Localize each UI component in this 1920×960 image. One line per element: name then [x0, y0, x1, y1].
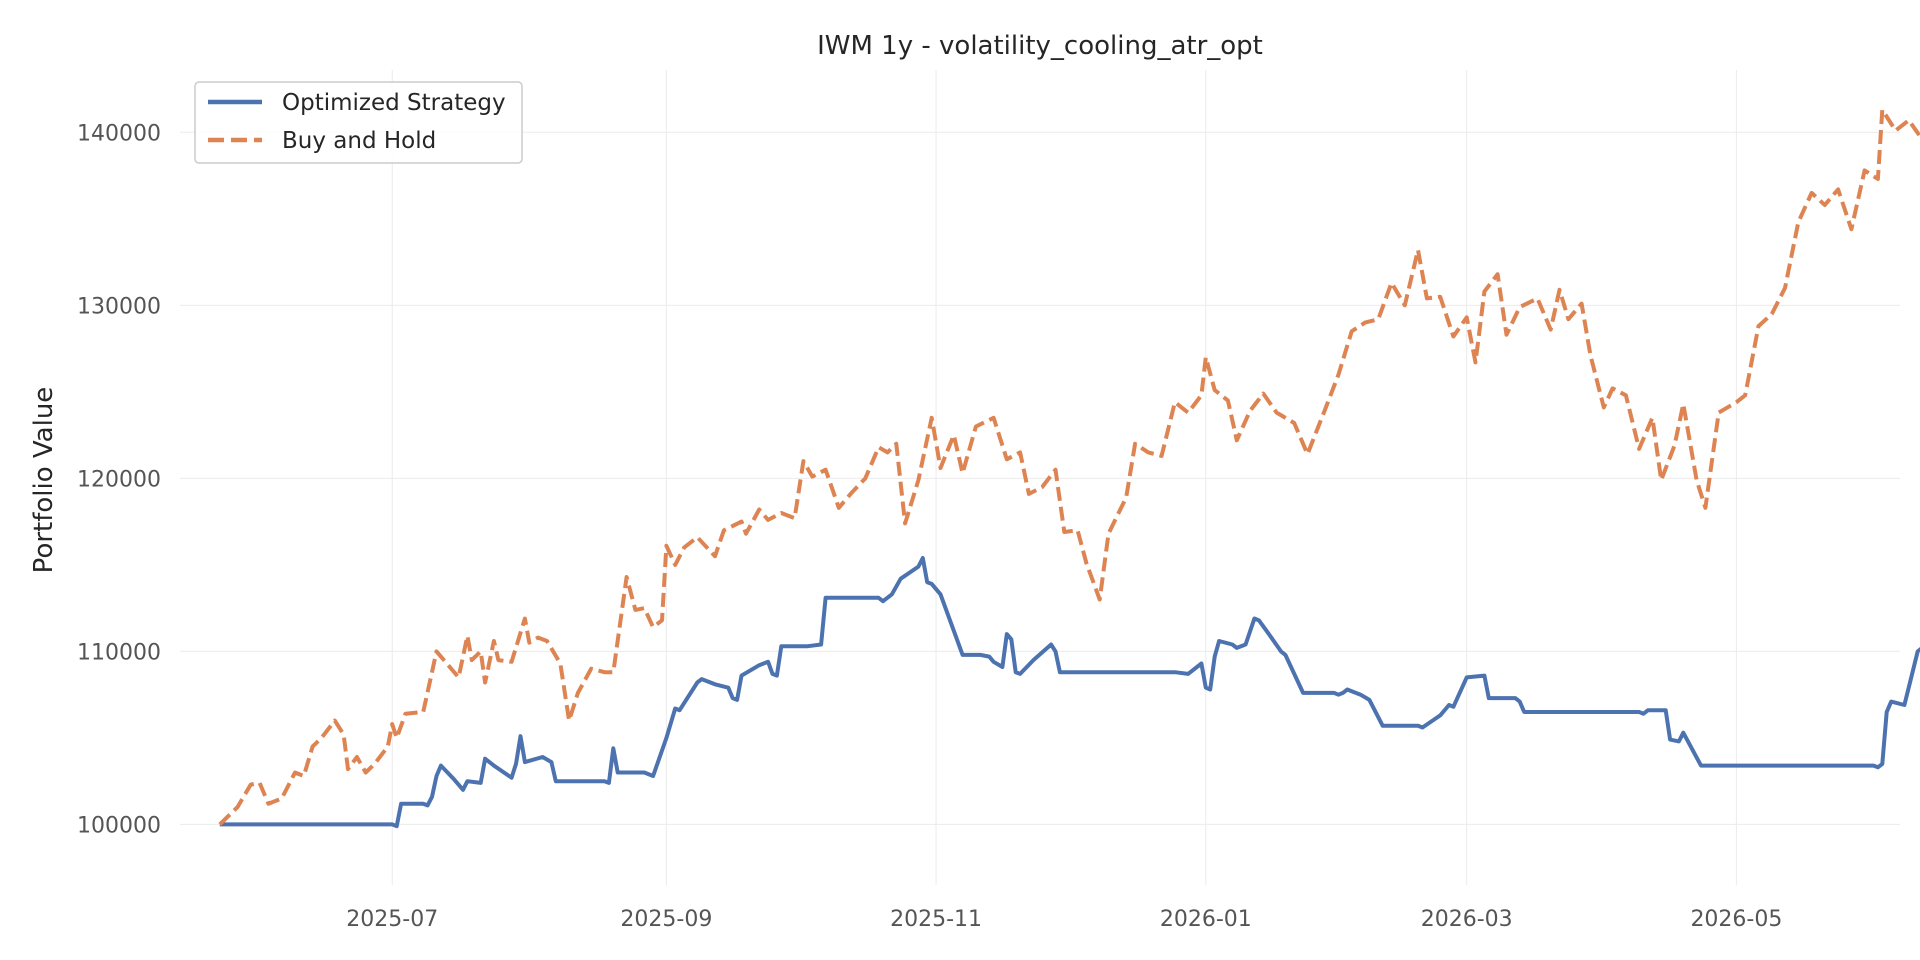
y-tick-label: 110000: [77, 640, 161, 665]
x-tick-label: 2026-05: [1690, 907, 1782, 932]
x-tick-label: 2026-01: [1160, 907, 1252, 932]
y-tick-label: 100000: [77, 813, 161, 838]
y-tick-label: 140000: [77, 121, 161, 146]
legend-frame: [194, 81, 523, 164]
legend-label-buy-and-hold: Buy and Hold: [282, 128, 436, 154]
y-tick-label: 120000: [77, 467, 161, 492]
series-line-buy-and-hold: [218, 107, 1920, 826]
series-lines: [218, 107, 1920, 829]
x-axis-ticks: 2025-07 2025-09 2025-11 2026-01 2026-03 2026-…: [346, 907, 1782, 932]
x-tick-label: 2025-07: [346, 907, 438, 932]
legend: Optimized Strategy Buy and Hold: [194, 81, 523, 164]
y-axis-label: Portfolio Value: [29, 387, 59, 574]
series-line-optimized-strategy: [219, 556, 1920, 829]
grid: [180, 70, 1900, 885]
y-tick-label: 130000: [77, 294, 161, 319]
legend-label-optimized-strategy: Optimized Strategy: [282, 90, 506, 116]
chart-title: IWM 1y - volatility_cooling_atr_opt: [817, 31, 1263, 61]
y-axis-ticks: 100000 110000 120000 130000 140000: [77, 121, 161, 838]
x-tick-label: 2026-03: [1421, 907, 1513, 932]
x-tick-label: 2025-09: [620, 907, 712, 932]
x-tick-label: 2025-11: [890, 907, 982, 932]
